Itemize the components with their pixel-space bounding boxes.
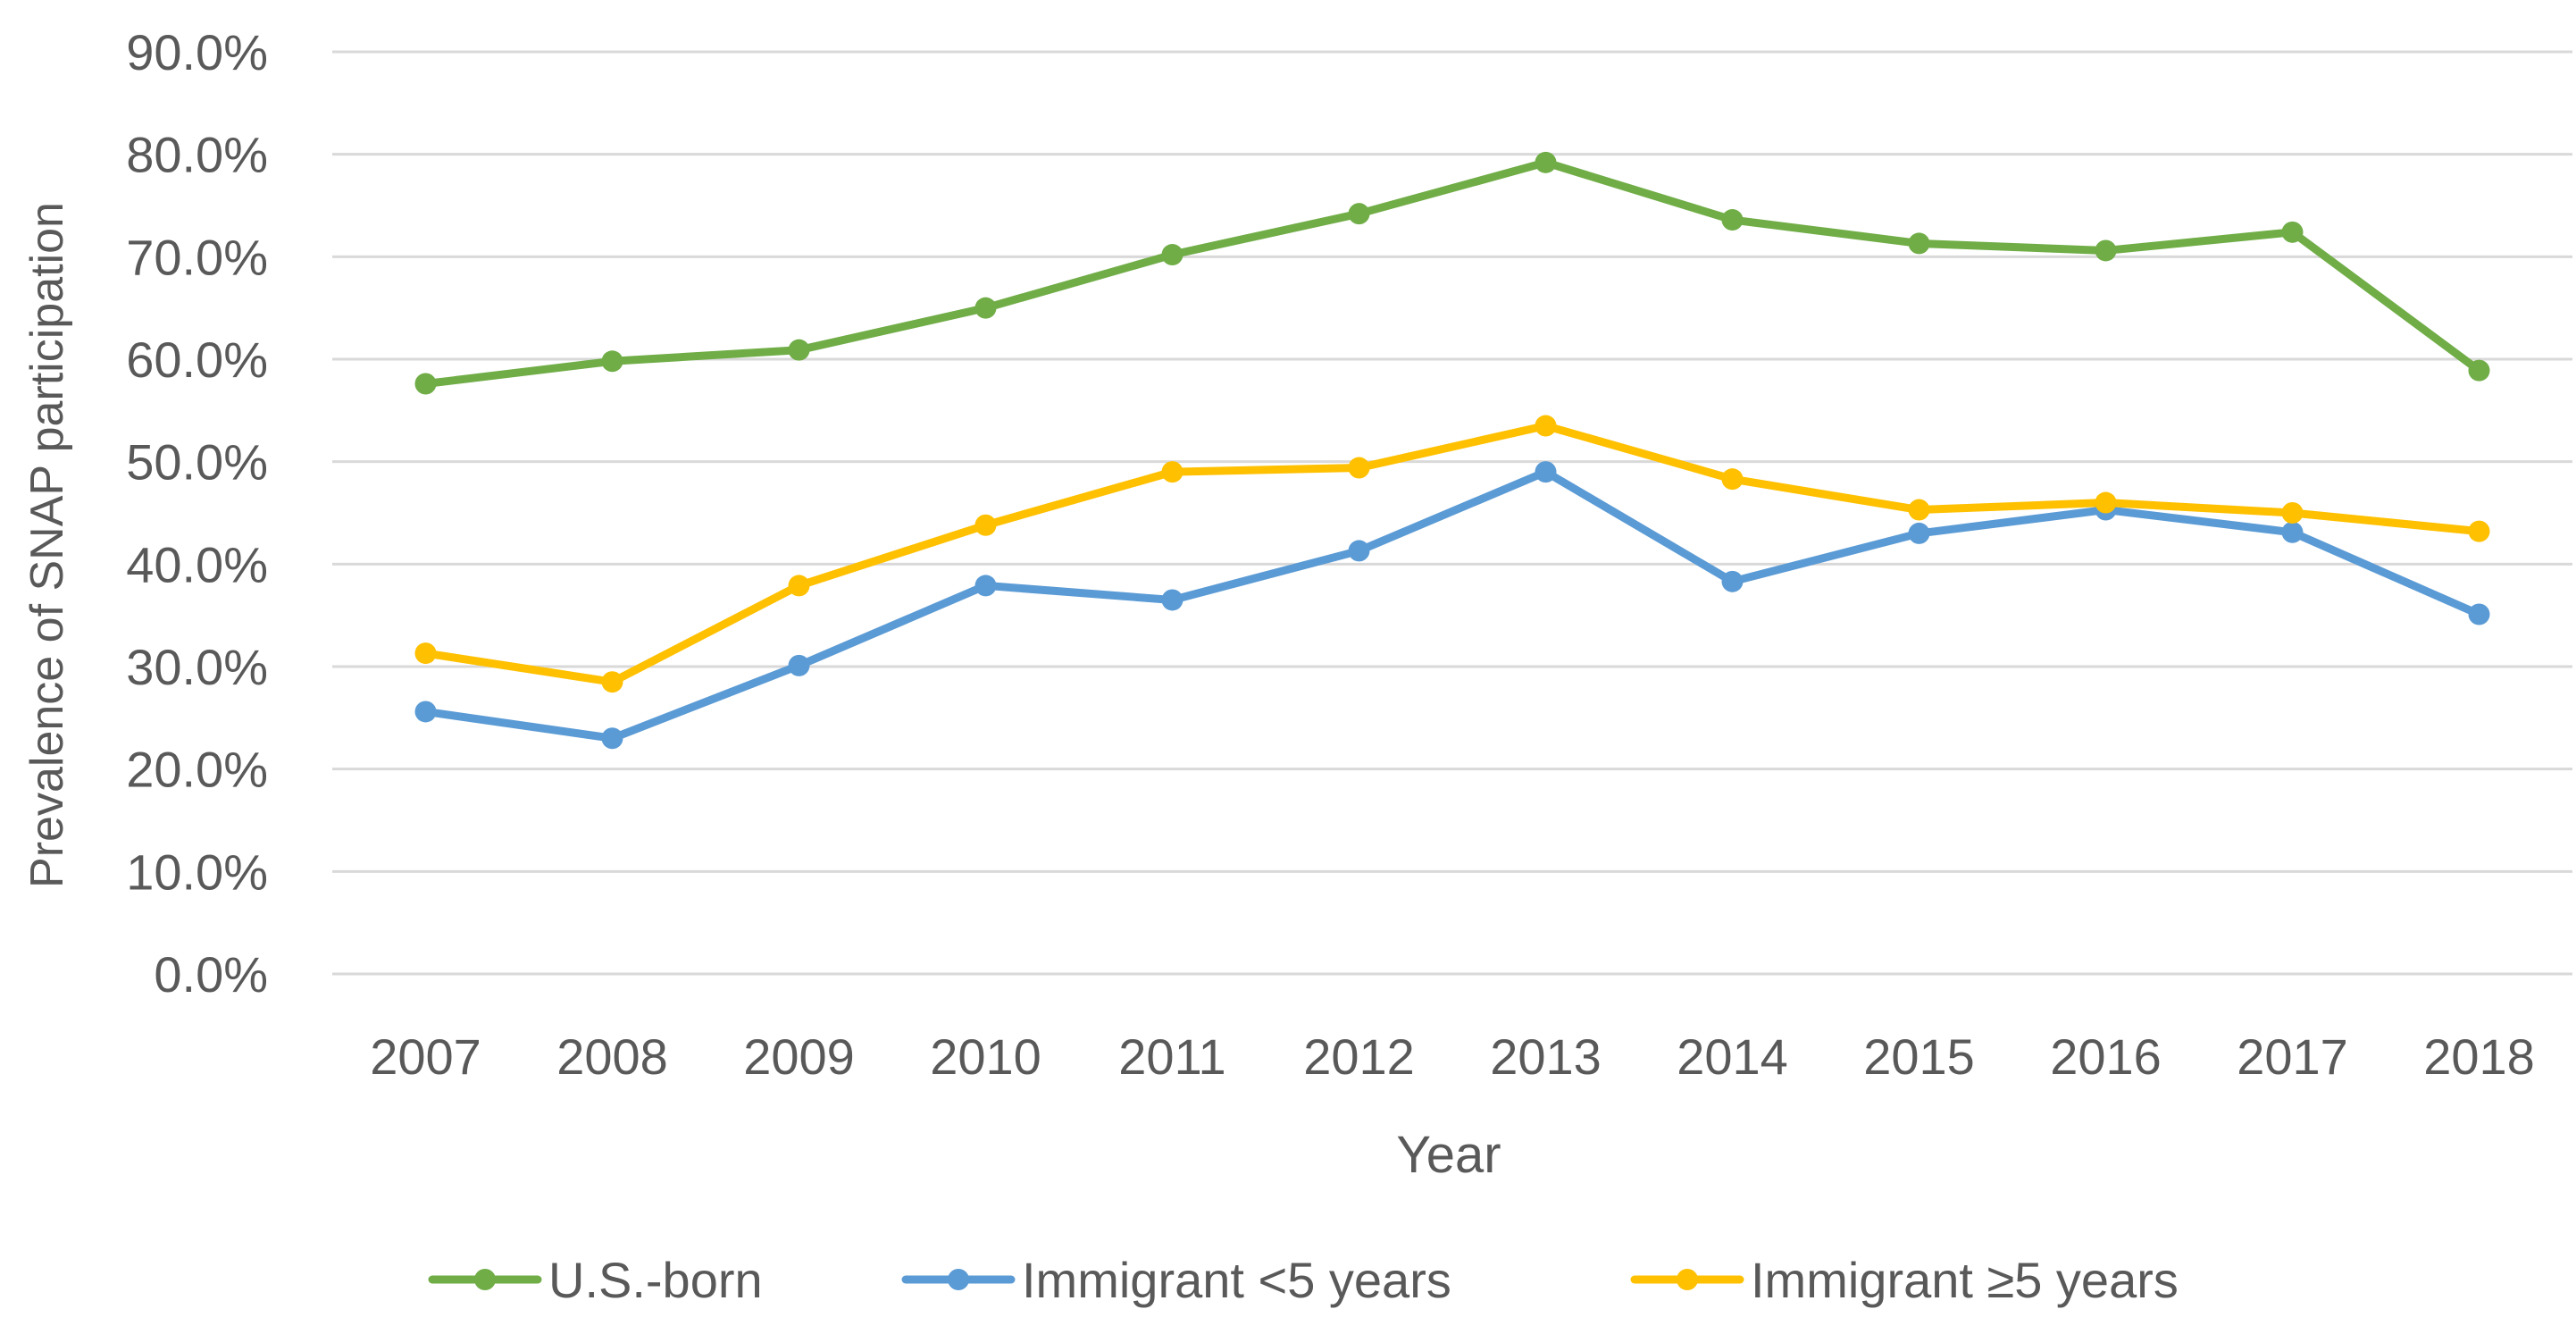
data-point bbox=[788, 339, 810, 361]
data-point bbox=[1908, 522, 1930, 544]
series-line bbox=[422, 158, 2483, 389]
data-point bbox=[1348, 457, 1370, 479]
legend-label: Immigrant <5 years bbox=[1022, 1252, 1451, 1308]
series-0 bbox=[414, 151, 2490, 395]
x-axis-ticks: 2007 2008 2009 2010 2011 2012 2013 2014 2015 2016… bbox=[370, 1028, 2535, 1085]
data-point bbox=[974, 297, 997, 319]
data-point bbox=[1348, 203, 1370, 225]
legend-entry: U.S.-born bbox=[428, 1252, 763, 1308]
y-tick-label: 70.0% bbox=[126, 229, 268, 285]
x-tick-label: 2010 bbox=[930, 1028, 1041, 1085]
data-point bbox=[1535, 461, 1557, 483]
x-tick-label: 2011 bbox=[1118, 1028, 1225, 1085]
x-axis-label: Year bbox=[1396, 1126, 1501, 1184]
y-tick-label: 30.0% bbox=[126, 639, 268, 695]
y-tick-label: 50.0% bbox=[126, 434, 268, 491]
x-tick-label: 2017 bbox=[2237, 1028, 2348, 1085]
data-point bbox=[1348, 540, 1370, 562]
series-group bbox=[414, 151, 2490, 750]
data-point bbox=[788, 654, 810, 676]
legend: U.S.-born Immigrant <5 years Immigrant ≥5 … bbox=[428, 1252, 2179, 1308]
x-tick-label: 2007 bbox=[370, 1028, 481, 1085]
data-point bbox=[1535, 151, 1557, 173]
data-point bbox=[1908, 499, 1930, 521]
y-tick-label: 60.0% bbox=[126, 332, 268, 388]
series-2 bbox=[414, 415, 2490, 693]
x-tick-label: 2009 bbox=[743, 1028, 855, 1085]
data-point bbox=[2095, 491, 2117, 514]
data-point bbox=[601, 727, 623, 750]
data-point bbox=[2468, 603, 2490, 625]
data-point bbox=[414, 642, 437, 665]
data-point bbox=[601, 671, 623, 693]
data-point bbox=[601, 350, 623, 373]
series-line bbox=[422, 467, 2483, 743]
x-tick-label: 2013 bbox=[1490, 1028, 1602, 1085]
y-tick-label: 0.0% bbox=[154, 946, 268, 1003]
y-axis-ticks: 0.0% 10.0% 20.0% 30.0% 40.0% 50.0% 60.0% 70.0% 8… bbox=[126, 24, 268, 1003]
data-point bbox=[1721, 570, 1744, 592]
y-tick-label: 20.0% bbox=[126, 742, 268, 798]
data-point bbox=[1161, 589, 1183, 611]
x-tick-label: 2012 bbox=[1303, 1028, 1415, 1085]
y-tick-label: 40.0% bbox=[126, 536, 268, 592]
legend-marker bbox=[948, 1269, 969, 1290]
legend-entry: Immigrant <5 years bbox=[901, 1252, 1451, 1308]
data-point bbox=[1721, 468, 1744, 491]
x-tick-label: 2015 bbox=[1863, 1028, 1975, 1085]
data-point bbox=[2281, 502, 2304, 524]
series-1 bbox=[414, 461, 2490, 750]
x-tick-label: 2008 bbox=[556, 1028, 668, 1085]
data-point bbox=[2281, 521, 2304, 543]
y-tick-label: 10.0% bbox=[126, 843, 268, 900]
data-point bbox=[414, 373, 437, 395]
legend-marker bbox=[1677, 1269, 1698, 1290]
data-point bbox=[1721, 209, 1744, 231]
data-point bbox=[1908, 232, 1930, 255]
data-point bbox=[974, 575, 997, 597]
data-point bbox=[2468, 520, 2490, 542]
data-point bbox=[2281, 221, 2304, 243]
data-point bbox=[414, 701, 437, 723]
data-point bbox=[974, 514, 997, 536]
y-tick-label: 90.0% bbox=[126, 24, 268, 80]
x-tick-label: 2016 bbox=[2050, 1028, 2162, 1085]
data-point bbox=[2095, 239, 2117, 262]
legend-marker bbox=[474, 1269, 496, 1290]
x-tick-label: 2014 bbox=[1677, 1028, 1788, 1085]
legend-label: Immigrant ≥5 years bbox=[1751, 1252, 2179, 1308]
data-point bbox=[2468, 359, 2490, 382]
series-line bbox=[422, 422, 2483, 686]
legend-entry: Immigrant ≥5 years bbox=[1630, 1252, 2179, 1308]
y-tick-label: 80.0% bbox=[126, 127, 268, 183]
data-point bbox=[1535, 415, 1557, 437]
legend-label: U.S.-born bbox=[548, 1252, 763, 1308]
data-point bbox=[1161, 244, 1183, 266]
data-point bbox=[1161, 461, 1183, 483]
y-axis-label: Prevalence of SNAP participation bbox=[21, 202, 73, 888]
x-tick-label: 2018 bbox=[2423, 1028, 2535, 1085]
data-point bbox=[788, 575, 810, 597]
